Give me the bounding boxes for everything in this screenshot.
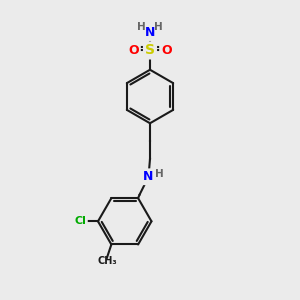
Text: O: O xyxy=(128,44,139,57)
Text: N: N xyxy=(143,170,154,183)
Text: Cl: Cl xyxy=(74,216,86,226)
Text: O: O xyxy=(161,44,172,57)
Text: H: H xyxy=(137,22,146,32)
Text: S: S xyxy=(145,44,155,57)
Text: H: H xyxy=(154,22,163,32)
Text: CH₃: CH₃ xyxy=(97,256,117,266)
Text: N: N xyxy=(145,26,155,39)
Text: H: H xyxy=(154,169,163,179)
